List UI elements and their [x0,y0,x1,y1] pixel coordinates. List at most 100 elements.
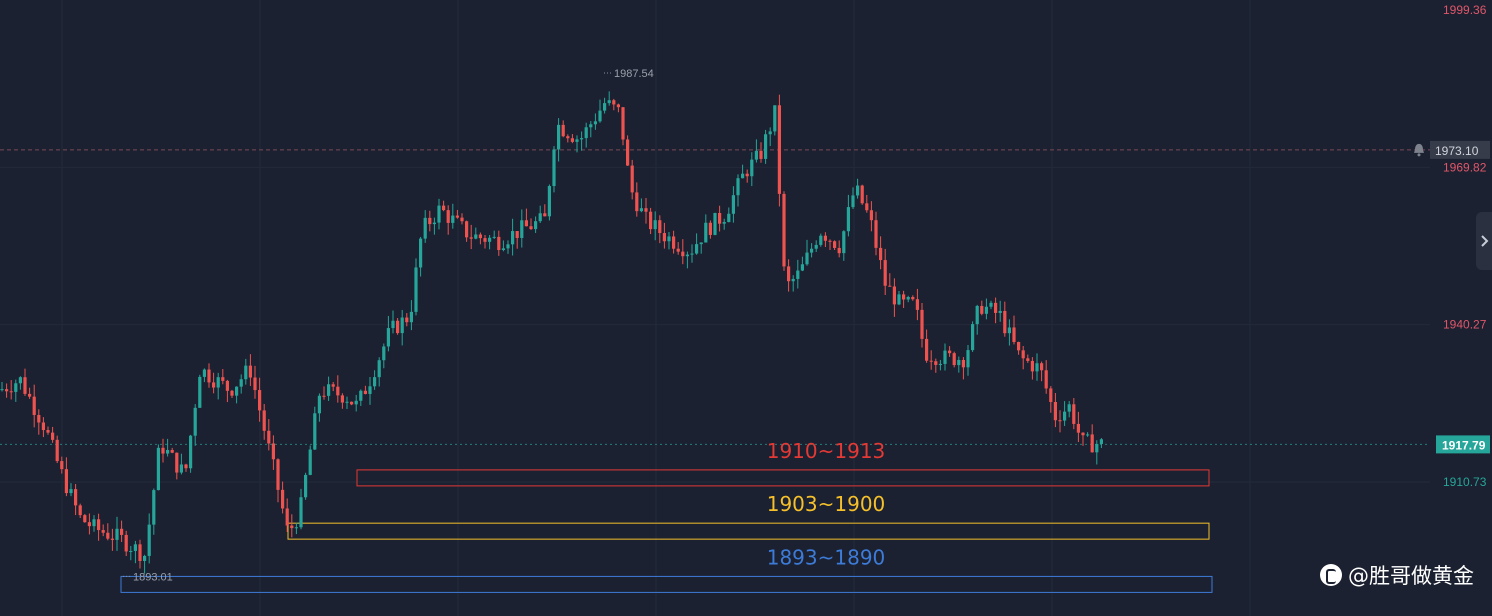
candle-body [129,550,133,552]
candle-body [713,212,717,235]
candle-body [727,213,731,223]
candle-body [235,386,239,396]
candle-body [396,320,400,334]
candle-body [1058,420,1062,422]
candle-body [0,389,4,391]
candle-body [1099,439,1103,444]
candle-body [833,241,837,248]
brand-logo-icon [1320,564,1342,586]
candle-body [161,447,165,454]
candle-body [1017,341,1021,351]
candle-body [842,231,846,254]
candle-body [221,377,225,381]
candle-body [708,222,712,235]
watermark-text: @胜哥做黄金 [1348,564,1474,588]
candle-body [575,139,579,142]
candle-body [299,497,303,528]
candle-body [276,459,280,490]
candle-body [1030,360,1034,372]
candle-body [446,210,450,223]
candle-body [166,450,170,454]
candle-body [759,150,763,159]
candle-body [672,236,676,249]
candle-body [170,450,174,453]
candle-body [570,138,574,142]
candle-body [929,360,933,362]
candle-body [350,401,354,405]
candle-body [897,294,901,305]
price-tick-label: 1969.82 [1443,160,1487,174]
price-tick-label: 1910.73 [1443,475,1487,489]
candle-body [336,386,340,396]
candle-body [317,395,321,414]
candle-body [474,234,478,239]
candle-body [1067,404,1071,412]
candle-body [18,377,22,384]
candle-body [566,136,570,139]
candle-body [980,305,984,314]
candle-body [593,121,597,125]
candle-body [147,524,151,556]
zone-1893-1890-label: 1893~1890 [767,545,886,569]
candle-body [580,138,584,140]
candle-body [892,286,896,305]
candle-body [989,302,993,307]
candle-body [515,231,519,238]
candle-body [428,217,432,225]
candle-body [561,124,565,137]
current-price-tag [1436,435,1490,454]
side-panel-toggle[interactable] [1476,212,1492,270]
candle-body [1040,363,1044,371]
zone-1910-1913-box [356,469,1210,487]
candle-body [377,360,381,378]
candle-body [120,528,124,535]
candle-body [828,240,832,242]
candle-body [653,220,657,230]
candle-body [304,474,308,498]
candle-body [814,244,818,249]
candle-body [46,430,50,433]
candle-body [741,173,745,179]
candle-body [952,353,956,366]
candle-body [1086,434,1090,436]
candle-body [133,544,137,551]
candle-body [1021,350,1025,359]
candle-body [819,235,823,245]
candle-body [681,251,685,257]
candle-body [524,220,528,227]
candle-body [308,449,312,475]
candle-body [64,469,68,494]
candle-body [920,309,924,339]
candle-body [791,278,795,282]
candle-body [1007,327,1011,334]
alert-price-label: 1973.10 [1435,144,1479,158]
candle-body [501,248,505,251]
candle-body [612,100,616,105]
candle-body [78,505,82,516]
candle-body [676,248,680,252]
candle-body [768,131,772,135]
candle-body [998,310,1002,313]
support-zones: 1910~1913 1903~1900 1893~1890 [120,439,1213,593]
candle-body [28,393,32,397]
candle-body [925,338,929,361]
candle-body [547,186,551,217]
candle-body [750,159,754,177]
candle-body [248,365,252,378]
candle-body [520,220,524,238]
candle-body [938,363,942,365]
grid-lines [0,0,1430,616]
candle-body [253,377,257,391]
candle-body [290,525,294,529]
candle-body [883,260,887,286]
current-price-label: 1917.79 [1442,438,1486,452]
candle-body [391,320,395,329]
candle-body [207,369,211,383]
candle-body [810,248,814,253]
price-tick-label: 1940.27 [1443,318,1487,332]
candle-body [23,377,27,394]
candle-body [41,422,45,431]
watermark: @胜哥做黄金 [1320,560,1474,590]
candle-body [603,103,607,111]
candle-body [598,110,602,122]
